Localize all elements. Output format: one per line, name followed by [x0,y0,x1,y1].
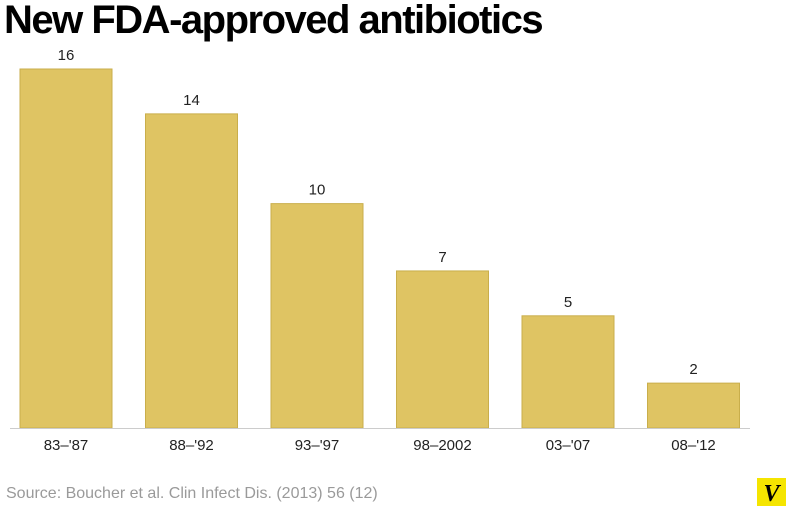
bar-2 [270,203,364,429]
bar-5 [647,382,740,429]
x-tick-label: 98–2002 [413,437,471,454]
x-tick-labels-group: 83–'87 88–'92 93–'97 98–2002 03–'07 08–'12 [44,437,716,454]
x-tick-label: 08–'12 [671,437,716,454]
value-labels-group: 16 14 10 7 5 2 [58,47,698,378]
vox-logo-letter: V [763,481,781,506]
bar-value-label: 16 [58,47,75,64]
x-tick-label: 93–'97 [295,437,340,454]
bar-value-label: 14 [183,92,200,109]
bar-value-label: 7 [438,249,446,266]
bar-value-label: 5 [564,294,572,311]
x-tick-label: 83–'87 [44,437,89,454]
bar-chart: 16 14 10 7 5 2 83–'87 88–'92 93–'97 98–2002 03–'0… [10,47,750,454]
x-tick-label: 03–'07 [546,437,591,454]
bar-1 [145,113,238,429]
chart-title: New FDA-approved antibiotics [4,0,544,42]
bar-4 [521,315,615,429]
source-note: Source: Boucher et al. Clin Infect Dis. … [6,485,378,502]
x-tick-label: 88–'92 [169,437,214,454]
bars-group [19,68,740,429]
bar-value-label: 2 [689,361,697,378]
vox-logo-icon: V [757,478,786,506]
bar-value-label: 10 [309,182,326,199]
bar-3 [396,270,489,429]
bar-0 [19,68,113,429]
